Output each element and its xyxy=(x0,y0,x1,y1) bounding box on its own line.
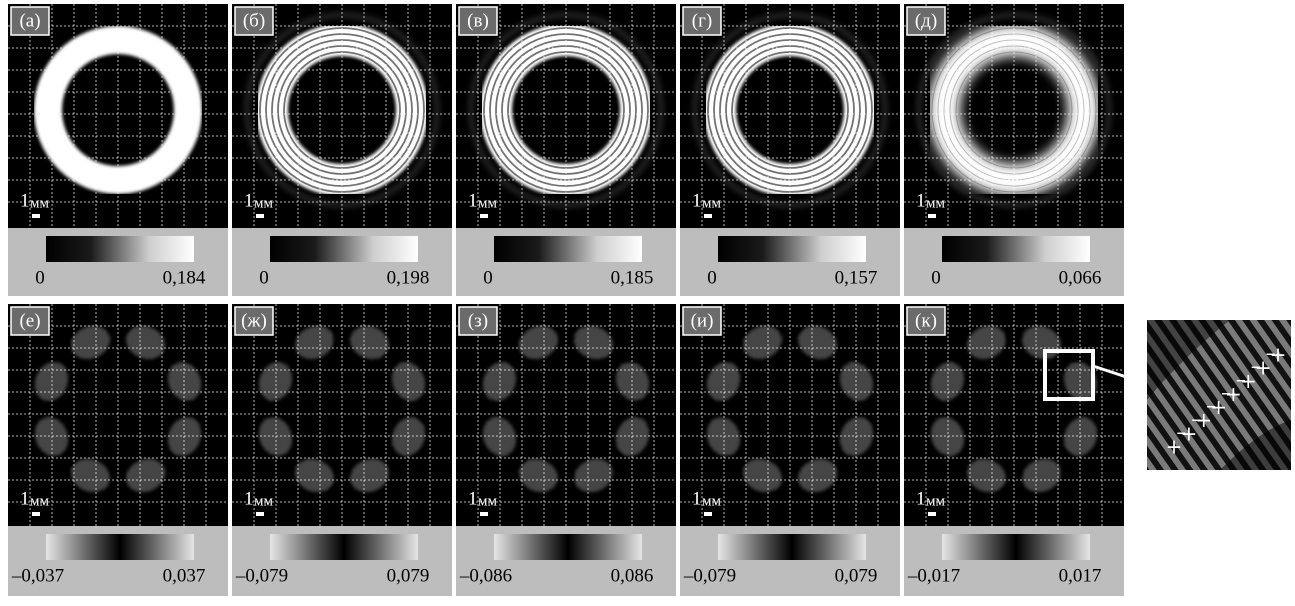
scale-number: 1 xyxy=(468,488,478,509)
scale-bar xyxy=(704,214,712,218)
colorbar xyxy=(718,236,866,262)
panel-label: (и) xyxy=(691,310,714,331)
scale-number: 1 xyxy=(692,190,702,211)
scale-number: 1 xyxy=(244,190,254,211)
colorbar xyxy=(942,534,1090,560)
colorbar-max: 0,037 xyxy=(163,565,206,586)
scale-number: 1 xyxy=(916,488,926,509)
scale-bar xyxy=(32,512,40,516)
panel: (е) 1мм –0,037 0,037 xyxy=(8,304,228,596)
inset: +–+–+–+–+–+–+–+ xyxy=(1147,320,1291,470)
colorbar-min: 0 xyxy=(707,267,717,288)
colorbar-max: 0,184 xyxy=(163,267,206,288)
scale-bar xyxy=(928,512,936,516)
colorbar-max: 0,185 xyxy=(611,267,654,288)
colorbar xyxy=(718,534,866,560)
panel-label: (е) xyxy=(19,310,40,331)
panel-label: (в) xyxy=(467,10,489,31)
scale-unit: мм xyxy=(254,195,273,211)
colorbar-min: –0,017 xyxy=(907,565,960,586)
scale-unit: мм xyxy=(926,195,945,211)
scale-bar xyxy=(480,214,488,218)
colorbar-max: 0,079 xyxy=(387,565,430,586)
colorbar-max: 0,017 xyxy=(1059,565,1102,586)
scale-bar xyxy=(704,512,712,516)
colorbar-max: 0,198 xyxy=(387,267,430,288)
scale-unit: мм xyxy=(478,493,497,509)
scale-number: 1 xyxy=(692,488,702,509)
colorbar-min: 0 xyxy=(35,267,45,288)
panel-label: (д) xyxy=(915,10,937,31)
panel-label: (з) xyxy=(468,310,488,331)
scale-unit: мм xyxy=(30,195,49,211)
colorbar-max: 0,066 xyxy=(1059,267,1102,288)
colorbar xyxy=(942,236,1090,262)
scale-number: 1 xyxy=(916,190,926,211)
colorbar xyxy=(46,236,194,262)
colorbar-min: –0,079 xyxy=(683,565,736,586)
colorbar xyxy=(46,534,194,560)
colorbar-max: 0,079 xyxy=(835,565,878,586)
panel-label: (г) xyxy=(692,10,712,31)
colorbar-min: –0,079 xyxy=(235,565,288,586)
figure: (а)1мм00,184(б)1мм00,198(в)1мм00,185(г)1… xyxy=(0,0,1295,601)
colorbar xyxy=(494,236,642,262)
colorbar-min: –0,086 xyxy=(459,565,512,586)
colorbar-max: 0,157 xyxy=(835,267,878,288)
scale-bar xyxy=(480,512,488,516)
scale-unit: мм xyxy=(254,493,273,509)
colorbar xyxy=(494,534,642,560)
scale-number: 1 xyxy=(244,488,254,509)
scale-unit: мм xyxy=(702,493,721,509)
scale-unit: мм xyxy=(926,493,945,509)
scale-bar xyxy=(32,214,40,218)
scale-number: 1 xyxy=(20,488,30,509)
colorbar xyxy=(270,534,418,560)
panel-label: (а) xyxy=(19,10,40,31)
colorbar-min: 0 xyxy=(931,267,941,288)
scale-bar xyxy=(256,512,264,516)
scale-unit: мм xyxy=(30,493,49,509)
panel-label: (к) xyxy=(915,310,937,331)
scale-bar xyxy=(928,214,936,218)
panel-label: (ж) xyxy=(241,310,267,331)
scale-unit: мм xyxy=(478,195,497,211)
colorbar-min: –0,037 xyxy=(11,565,64,586)
inset-sign: + xyxy=(1270,343,1287,367)
panel: (г) 1мм 0 0,157 xyxy=(680,4,900,296)
panel-label: (б) xyxy=(243,10,265,31)
scale-number: 1 xyxy=(20,190,30,211)
colorbar xyxy=(270,236,418,262)
colorbar-min: 0 xyxy=(259,267,269,288)
panel: (д) 1мм 0 0,066 xyxy=(904,4,1124,296)
scale-bar xyxy=(256,214,264,218)
colorbar-max: 0,086 xyxy=(611,565,654,586)
colorbar-min: 0 xyxy=(483,267,493,288)
scale-unit: мм xyxy=(702,195,721,211)
scale-number: 1 xyxy=(468,190,478,211)
